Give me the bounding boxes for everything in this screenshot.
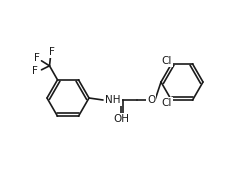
Text: Cl: Cl [161, 98, 172, 108]
Text: O: O [147, 95, 155, 105]
Text: F: F [31, 66, 37, 76]
Text: F: F [34, 53, 40, 63]
Text: F: F [49, 47, 54, 57]
Text: OH: OH [113, 114, 129, 124]
Text: NH: NH [105, 95, 121, 105]
Text: Cl: Cl [161, 56, 172, 66]
